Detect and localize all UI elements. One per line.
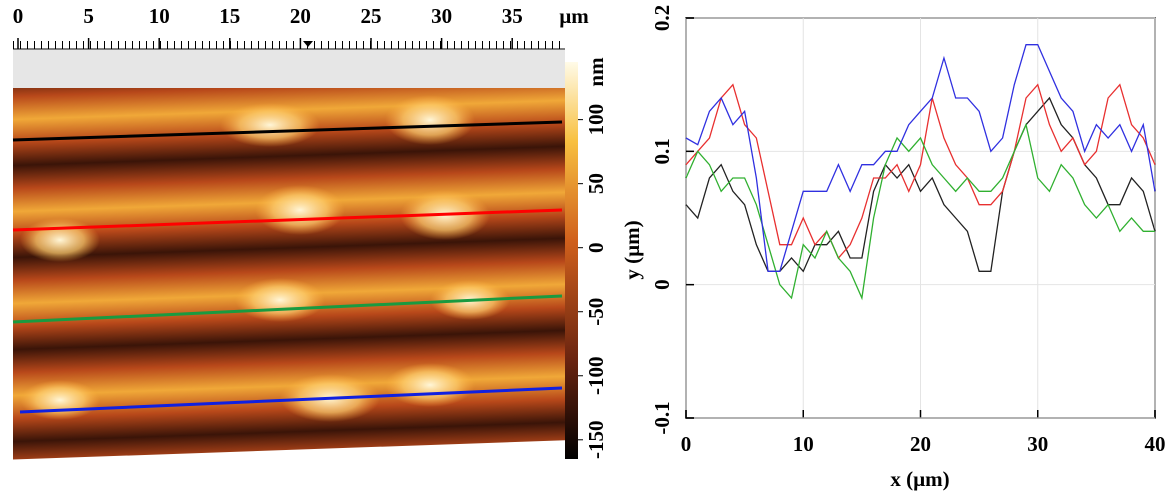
y-axis-label: y (µm)	[620, 220, 644, 279]
ruler-label: 15	[219, 4, 240, 28]
afm-image	[12, 41, 578, 460]
profile-line	[685, 122, 1155, 301]
colorbar-label: -100	[584, 357, 608, 396]
x-tick-label: 20	[910, 432, 931, 456]
y-tick-label: -0.1	[650, 401, 674, 434]
ruler-unit: µm	[559, 4, 589, 28]
colorbar-label: 50	[584, 173, 608, 194]
x-tick-label: 40	[1145, 432, 1166, 456]
colorbar-label: -50	[584, 298, 608, 326]
ruler-label: 5	[83, 4, 94, 28]
colorbar-label: -150	[584, 421, 608, 460]
colorbar-unit: nm	[584, 57, 608, 87]
ruler-label: 30	[431, 4, 452, 28]
ruler-label: 10	[149, 4, 170, 28]
x-axis-label: x (µm)	[890, 467, 949, 491]
colorbar-label: 100	[584, 104, 608, 135]
ruler-label: 0	[13, 4, 24, 28]
x-tick-label: 10	[793, 432, 814, 456]
ruler-label: 35	[502, 4, 523, 28]
x-tick-label: 30	[1027, 432, 1048, 456]
profile-line	[685, 44, 1156, 272]
y-tick-label: 0	[650, 279, 674, 290]
profile-line	[685, 83, 1156, 260]
y-tick-label: 0.2	[650, 5, 674, 31]
colorbar-label: 0	[584, 242, 608, 253]
ruler-label: 25	[361, 4, 382, 28]
ruler-label: 20	[290, 4, 311, 28]
x-tick-label: 0	[681, 432, 692, 456]
y-tick-label: 0.1	[650, 138, 674, 164]
